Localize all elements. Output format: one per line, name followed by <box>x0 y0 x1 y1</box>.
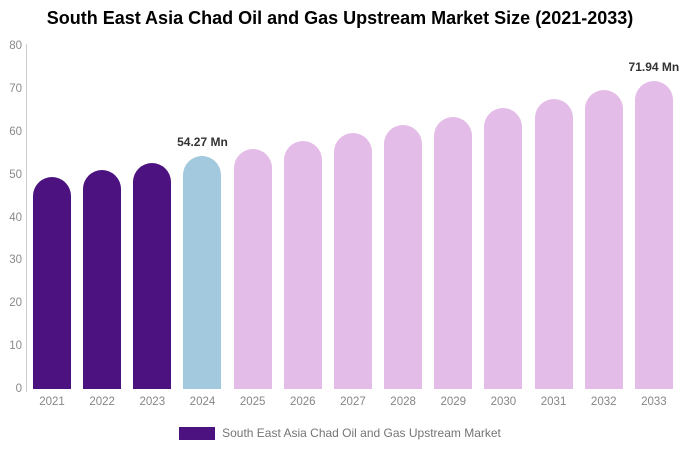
bar-2021[interactable] <box>33 176 71 389</box>
bar-group-2031: 2031 <box>534 46 573 408</box>
x-axis-label-2028: 2028 <box>390 396 416 408</box>
bar-2033[interactable] <box>634 80 673 389</box>
y-axis-tick-label: 30 <box>9 254 22 267</box>
bar-group-2021: 2021 <box>33 46 71 408</box>
y-axis-tick-label: 0 <box>15 383 22 395</box>
x-axis-label-2022: 2022 <box>89 396 115 408</box>
bar-2022[interactable] <box>83 170 122 389</box>
y-axis-tick-label: 50 <box>9 168 22 181</box>
bar-group-2033: 71.94 Mn 2033 <box>629 46 680 408</box>
x-axis-label-2023: 2023 <box>139 396 166 408</box>
x-axis-label-2026: 2026 <box>289 396 316 408</box>
x-axis-label-2030: 2030 <box>490 396 517 408</box>
bar-2028[interactable] <box>384 125 423 389</box>
y-axis-tick-label: 80 <box>9 40 22 52</box>
x-axis-label-2031: 2031 <box>540 396 567 408</box>
x-axis-label-2032: 2032 <box>590 396 617 408</box>
y-axis: 0 10 20 30 40 50 60 70 80 <box>0 40 22 395</box>
bar-group-2023: 2023 <box>133 46 172 408</box>
bar-group-2030: 2030 <box>484 46 523 408</box>
legend-label: South East Asia Chad Oil and Gas Upstrea… <box>222 426 501 440</box>
bar-2027[interactable] <box>333 133 372 389</box>
bar-2030[interactable] <box>484 108 523 389</box>
x-axis-label-2033: 2033 <box>641 396 667 408</box>
y-axis-tick-label: 60 <box>9 125 22 138</box>
bar-2029[interactable] <box>434 116 473 389</box>
bar-group-2027: 2027 <box>333 46 372 408</box>
y-axis-line <box>26 44 27 392</box>
plot-area: 2021 2022 2023 54.27 Mn 2024 2025 2026 2027 2028… <box>33 46 680 408</box>
y-axis-tick-label: 10 <box>9 340 22 353</box>
y-axis-tick-label: 20 <box>9 297 22 310</box>
bar-group-2032: 2032 <box>584 46 623 408</box>
bar-2024[interactable] <box>183 156 222 389</box>
bar-value-label-2033: 71.94 Mn <box>628 59 680 74</box>
x-axis-label-2021: 2021 <box>39 396 65 408</box>
bar-group-2025: 2025 <box>233 46 272 408</box>
x-axis-label-2027: 2027 <box>340 396 366 408</box>
legend-item[interactable]: South East Asia Chad Oil and Gas Upstrea… <box>0 426 680 440</box>
bar-group-2024: 54.27 Mn 2024 <box>177 46 228 408</box>
bar-2031[interactable] <box>534 99 573 389</box>
bar-2032[interactable] <box>584 90 623 389</box>
bar-group-2028: 2028 <box>384 46 423 408</box>
bar-2023[interactable] <box>133 163 172 389</box>
x-axis-label-2024: 2024 <box>189 396 216 408</box>
bar-2026[interactable] <box>283 141 322 389</box>
bar-2025[interactable] <box>233 148 272 389</box>
bar-value-label-2024: 54.27 Mn <box>177 135 228 150</box>
y-axis-tick-label: 40 <box>9 211 22 224</box>
x-axis-label-2029: 2029 <box>440 396 467 408</box>
y-axis-tick-label: 70 <box>9 82 22 95</box>
bar-group-2026: 2026 <box>283 46 322 408</box>
legend-swatch <box>179 426 216 440</box>
bar-group-2029: 2029 <box>434 46 473 408</box>
x-axis-label-2025: 2025 <box>239 396 266 408</box>
bar-group-2022: 2022 <box>83 46 122 408</box>
chart-title: South East Asia Chad Oil and Gas Upstrea… <box>46 8 634 28</box>
